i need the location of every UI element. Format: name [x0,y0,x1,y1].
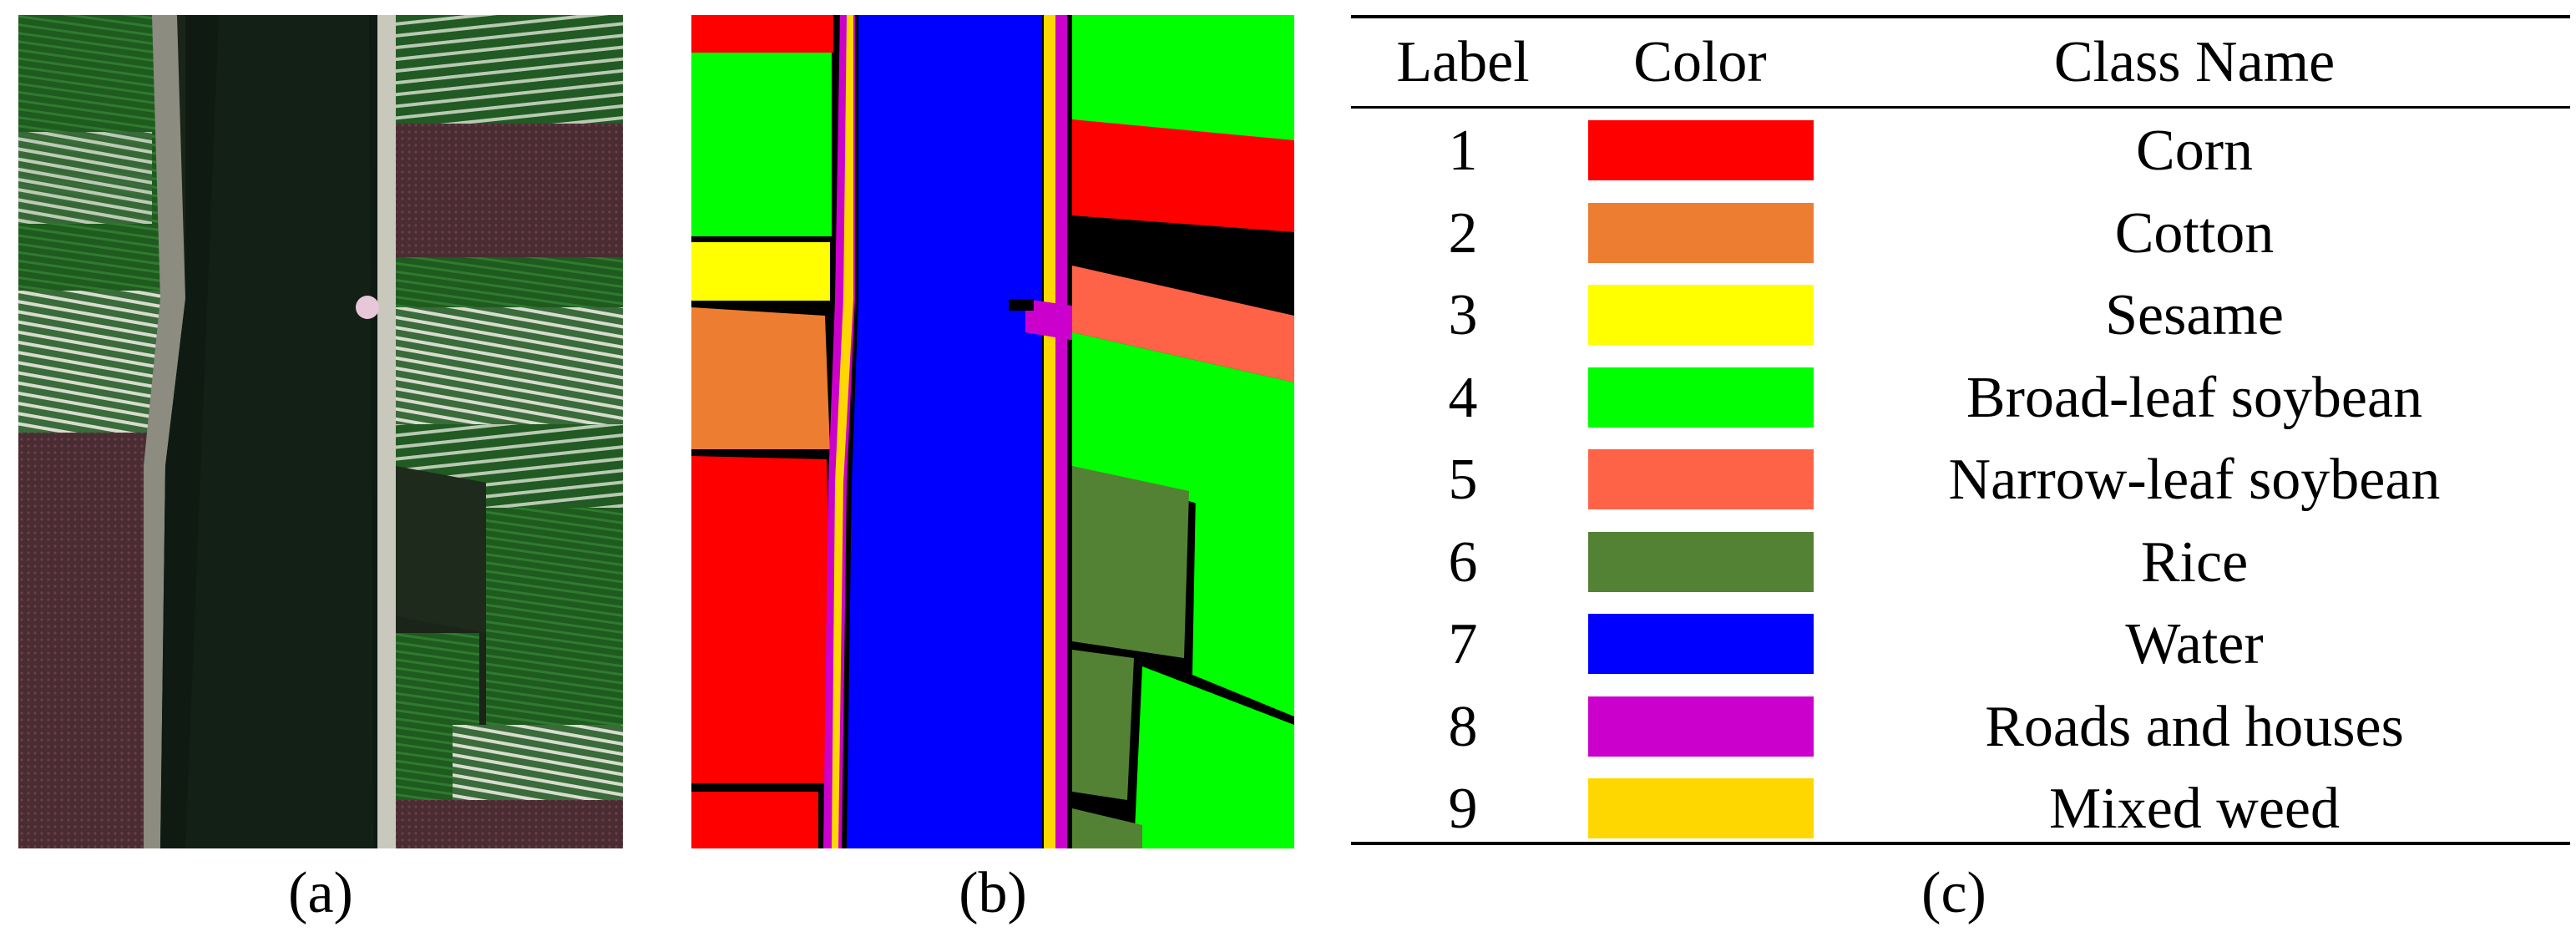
legend-row-label: 7 [1448,612,1478,676]
table-top-rule [1351,15,2570,18]
legend-row-swatch [1588,120,1814,180]
legend-row-class-name: Sesame [2105,283,2284,347]
legend-row-swatch [1588,449,1814,509]
legend-row-class-name: Narrow-leaf soybean [1948,448,2441,512]
legend-row-swatch [1588,614,1814,674]
legend-row-class-name: Cotton [2114,200,2275,266]
legend-row-class-name: Corn [2136,119,2253,183]
legend-row-label: 4 [1448,365,1478,430]
legend-row-label: 9 [1448,777,1478,841]
legend-row-label: 1 [1448,119,1478,183]
legend-row-label: 5 [1448,448,1478,512]
caption-c: (c) [1921,861,1986,925]
legend-row-label: 6 [1448,529,1478,595]
legend-row-class-name: Rice [2140,529,2249,595]
legend-row-class-name: Water [2125,612,2264,676]
legend-row-label: 2 [1448,200,1478,266]
table-bottom-rule [1351,842,2570,845]
legend-row-swatch [1588,696,1814,757]
header-label: Label [1396,30,1530,94]
legend-row-swatch [1588,367,1814,428]
classification-map-svg [691,15,1294,848]
legend-table: Label Color Class Name 1 Corn 2 Cotton 3 Sesa… [1351,15,2570,845]
legend-row-class-name: Roads and houses [1985,694,2404,759]
legend-row-swatch [1588,778,1814,838]
legend-row-swatch [1588,285,1814,345]
legend-row-class-name: Broad-leaf soybean [1966,365,2423,430]
aerial-image [18,15,623,848]
caption-a: (a) [288,861,353,925]
legend-row-class-name: Mixed weed [2049,777,2340,841]
header-class-name: Class Name [2053,30,2336,94]
aerial-image-svg [18,15,623,848]
table-header-rule [1351,106,2570,109]
classification-map [691,15,1294,848]
caption-b: (b) [959,861,1027,925]
legend-row-label: 8 [1448,694,1478,759]
legend-row-swatch [1588,531,1814,592]
header-color: Color [1633,30,1767,94]
legend-row-swatch [1588,202,1814,263]
legend-row-label: 3 [1448,283,1478,347]
